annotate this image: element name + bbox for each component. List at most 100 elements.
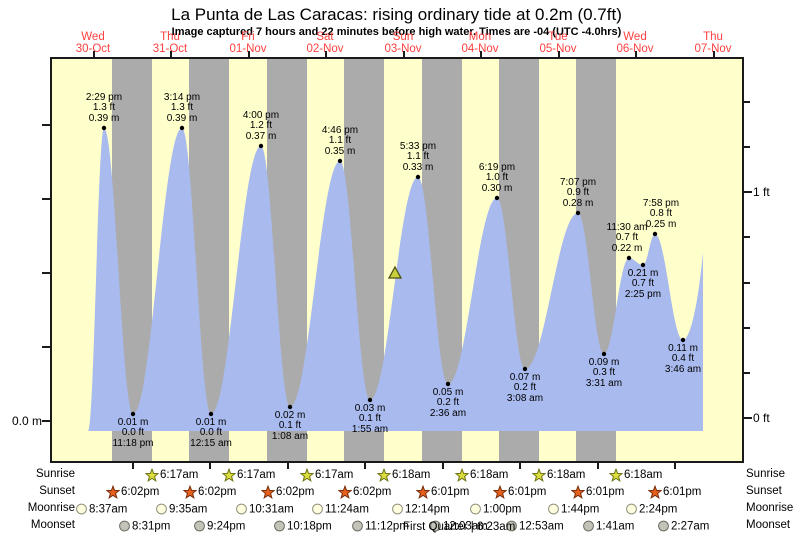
sunrise-event: 6:18am bbox=[532, 468, 585, 482]
tide-point-dot bbox=[640, 262, 646, 268]
left-axis-tick bbox=[42, 420, 50, 422]
low-tide-label: 0.05 m 0.2 ft 2:36 am bbox=[429, 387, 467, 419]
sunrise-event: 6:17am bbox=[300, 468, 353, 482]
moonset-time: 9:24pm bbox=[207, 520, 246, 532]
moonset-event: 10:18pm bbox=[273, 520, 332, 533]
tide-point-dot bbox=[575, 210, 581, 216]
sunset-event: 6:02pm bbox=[106, 485, 159, 499]
moonset-event: 9:24pm bbox=[193, 520, 245, 533]
bottom-axis-tick bbox=[519, 463, 521, 469]
sunset-time: 6:01pm bbox=[431, 486, 470, 498]
moonset-time: 8:31pm bbox=[132, 520, 171, 532]
day-label: Tue 05-Nov bbox=[539, 31, 577, 55]
moonrise-time: 1:44pm bbox=[561, 503, 600, 515]
moonset-event: 12:53am bbox=[505, 520, 564, 533]
sunrise-time: 6:17am bbox=[160, 469, 199, 481]
right-axis-tick bbox=[744, 191, 752, 193]
left-axis-tick bbox=[42, 272, 50, 274]
sunset-row-label-left: Sunset bbox=[39, 485, 75, 497]
sunrise-row-label-left: Sunrise bbox=[36, 468, 75, 480]
sunrise-icon bbox=[455, 468, 469, 482]
top-axis-tick bbox=[713, 51, 715, 57]
tide-point-dot bbox=[130, 411, 136, 417]
high-tide-label: 4:46 pm 1.1 ft 0.35 m bbox=[321, 125, 359, 157]
bottom-axis-tick bbox=[287, 463, 289, 469]
moonset-time: 2:27am bbox=[671, 520, 710, 532]
current-level-marker-icon bbox=[387, 265, 403, 279]
moonset-event: 2:27am bbox=[657, 520, 709, 533]
moonrise-icon bbox=[156, 503, 167, 515]
sunset-icon bbox=[183, 485, 197, 499]
moonrise-row-label-left: Moonrise bbox=[27, 502, 75, 514]
sunrise-event: 6:18am bbox=[455, 468, 508, 482]
day-label: Sun 03-Nov bbox=[384, 31, 422, 55]
high-tide-label: 2:29 pm 1.3 ft 0.39 m bbox=[85, 92, 123, 124]
tide-point-dot bbox=[337, 158, 343, 164]
moonrise-event: 2:24pm bbox=[625, 503, 677, 516]
plot-area bbox=[50, 57, 744, 463]
moonset-time: 1:41am bbox=[596, 520, 635, 532]
tide-point-dot bbox=[522, 366, 528, 372]
sunrise-icon bbox=[532, 468, 546, 482]
bottom-axis-tick bbox=[442, 463, 444, 469]
tide-point-dot bbox=[445, 381, 451, 387]
moonset-row-label-right: Moonset bbox=[746, 519, 791, 531]
right-axis-tick bbox=[744, 372, 750, 374]
chart-title: La Punta de Las Caracas: rising ordinary… bbox=[171, 5, 622, 24]
left-axis-tick bbox=[42, 198, 50, 200]
day-label: Mon 04-Nov bbox=[461, 31, 499, 55]
sunset-event: 6:01pm bbox=[648, 485, 701, 499]
sunset-event: 6:02pm bbox=[183, 485, 236, 499]
high-tide-label: 4:00 pm 1.2 ft 0.37 m bbox=[242, 110, 280, 142]
tide-point-dot bbox=[680, 337, 686, 343]
sunset-event: 6:02pm bbox=[261, 485, 314, 499]
high-tide-label: 3:14 pm 1.3 ft 0.39 m bbox=[163, 92, 201, 124]
sunrise-row-label-right: Sunrise bbox=[746, 468, 785, 480]
moonset-icon bbox=[658, 520, 669, 532]
right-axis-tick bbox=[744, 327, 750, 329]
moonset-event: 8:31pm bbox=[118, 520, 170, 533]
moonrise-icon bbox=[626, 503, 637, 515]
low-tide-label: 0.07 m 0.2 ft 3:08 am bbox=[506, 372, 544, 404]
top-axis-tick bbox=[558, 51, 560, 57]
sunrise-event: 6:18am bbox=[609, 468, 662, 482]
sunset-icon bbox=[648, 485, 662, 499]
high-tide-label: 7:58 pm 0.8 ft 0.25 m bbox=[642, 198, 680, 230]
sunset-event: 6:02pm bbox=[338, 485, 391, 499]
low-tide-label: 0.09 m 0.3 ft 3:31 am bbox=[585, 357, 623, 389]
top-axis-tick bbox=[248, 51, 250, 57]
moonset-event: 1:41am bbox=[582, 520, 634, 533]
bottom-axis-tick bbox=[597, 463, 599, 469]
low-tide-label: 0.11 m 0.4 ft 3:46 am bbox=[664, 343, 702, 375]
moonrise-time: 10:31am bbox=[249, 503, 294, 515]
moonrise-event: 9:35am bbox=[155, 503, 207, 516]
tide-point-dot bbox=[601, 351, 607, 357]
bottom-axis-tick bbox=[674, 463, 676, 469]
right-axis-tick bbox=[744, 282, 750, 284]
day-label: Thu 07-Nov bbox=[694, 31, 732, 55]
tide-point-dot bbox=[287, 404, 293, 410]
high-tide-label: 5:33 pm 1.1 ft 0.33 m bbox=[399, 141, 437, 173]
top-axis-tick bbox=[325, 51, 327, 57]
high-tide-label: 7:07 pm 0.9 ft 0.28 m bbox=[559, 177, 597, 209]
moonset-time: 12:03am bbox=[443, 520, 488, 532]
bottom-axis-tick bbox=[132, 463, 134, 469]
high-tide-label: 6:19 pm 1.0 ft 0.30 m bbox=[478, 162, 516, 194]
moonrise-icon bbox=[236, 503, 247, 515]
tide-point-dot bbox=[367, 397, 373, 403]
sunset-event: 6:01pm bbox=[571, 485, 624, 499]
low-tide-label: 0.21 m 0.7 ft 2:25 pm bbox=[624, 268, 662, 300]
moonset-icon bbox=[194, 520, 205, 532]
left-axis-tick bbox=[42, 124, 50, 126]
tide-point-dot bbox=[494, 195, 500, 201]
low-tide-label: 0.01 m 0.0 ft 11:18 pm bbox=[112, 417, 154, 449]
tide-point-dot bbox=[179, 125, 185, 131]
chart-subtitle: Image captured 7 hours and 22 minutes be… bbox=[171, 26, 622, 38]
sunrise-time: 6:17am bbox=[315, 469, 354, 481]
right-axis-tick bbox=[744, 146, 750, 148]
plot-top-border bbox=[50, 57, 744, 59]
moonset-time: 11:12pm bbox=[365, 520, 409, 532]
sunrise-icon bbox=[609, 468, 623, 482]
moon-phase-label: First Quarter | 6:23am bbox=[403, 521, 516, 533]
tide-point-dot bbox=[626, 255, 632, 261]
